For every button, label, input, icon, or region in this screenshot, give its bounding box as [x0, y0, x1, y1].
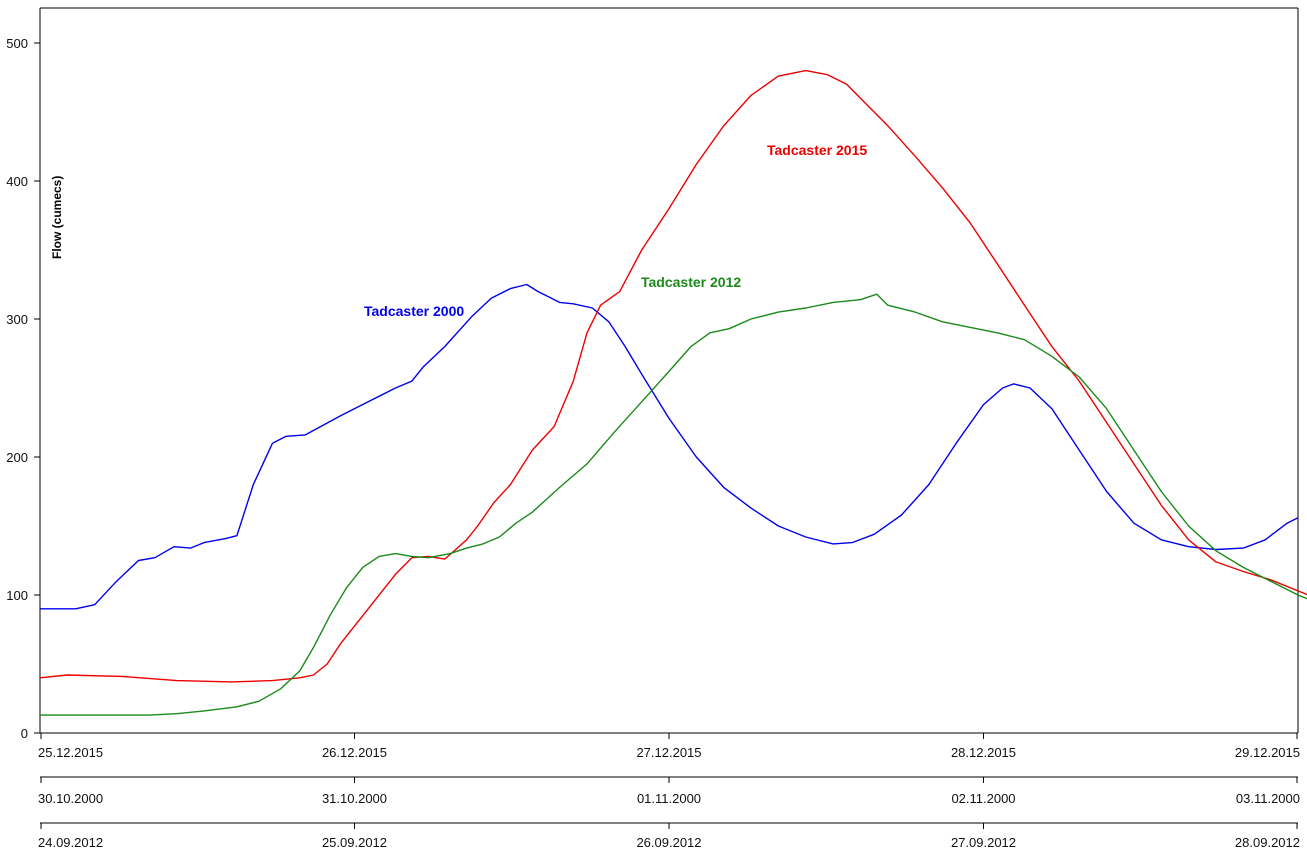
- series-lines: [39, 69, 1307, 716]
- x-tick-label-2015: 29.12.2015: [1235, 745, 1300, 760]
- x-tick-label-2000: 01.11.2000: [637, 791, 701, 806]
- x-tick-label-2000: 02.11.2000: [951, 791, 1015, 806]
- y-tick-label: 100: [6, 588, 28, 603]
- series-line-tadcaster-2000: [40, 283, 1299, 610]
- x-tick-label-2012: 25.09.2012: [322, 835, 387, 850]
- x-tick-label-2015: 25.12.2015: [38, 745, 103, 760]
- x-axes: 25.12.2015 26.12.2015 27.12.2015 28.12.2015…: [38, 733, 1300, 850]
- series-line-tadcaster-2015: [39, 69, 1307, 683]
- x-tick-label-2000: 31.10.2000: [322, 791, 387, 806]
- x-tick-label-2012: 24.09.2012: [38, 835, 103, 850]
- x-tick-label-2012: 28.09.2012: [1235, 835, 1300, 850]
- series-label-tadcaster-2012: Tadcaster 2012: [641, 274, 741, 290]
- x-tick-label-2000: 30.10.2000: [38, 791, 103, 806]
- x-tick-label-2012: 26.09.2012: [636, 835, 701, 850]
- x-tick-label-2012: 27.09.2012: [951, 835, 1016, 850]
- series-label-tadcaster-2015: Tadcaster 2015: [767, 142, 867, 158]
- series-line-tadcaster-2012: [40, 293, 1307, 716]
- y-tick-label: 0: [21, 726, 28, 741]
- x-tick-label-2000: 03.11.2000: [1236, 791, 1300, 806]
- y-axis-ticks: 0 100 200 300 400 500: [6, 36, 40, 741]
- y-tick-label: 500: [6, 36, 28, 51]
- y-tick-label: 400: [6, 174, 28, 189]
- x-tick-label-2015: 28.12.2015: [951, 745, 1016, 760]
- x-tick-label-2015: 26.12.2015: [322, 745, 387, 760]
- y-axis-label: Flow (cumecs): [50, 176, 64, 259]
- series-label-tadcaster-2000: Tadcaster 2000: [364, 303, 464, 319]
- y-tick-label: 300: [6, 312, 28, 327]
- y-tick-label: 200: [6, 450, 28, 465]
- x-tick-label-2015: 27.12.2015: [636, 745, 701, 760]
